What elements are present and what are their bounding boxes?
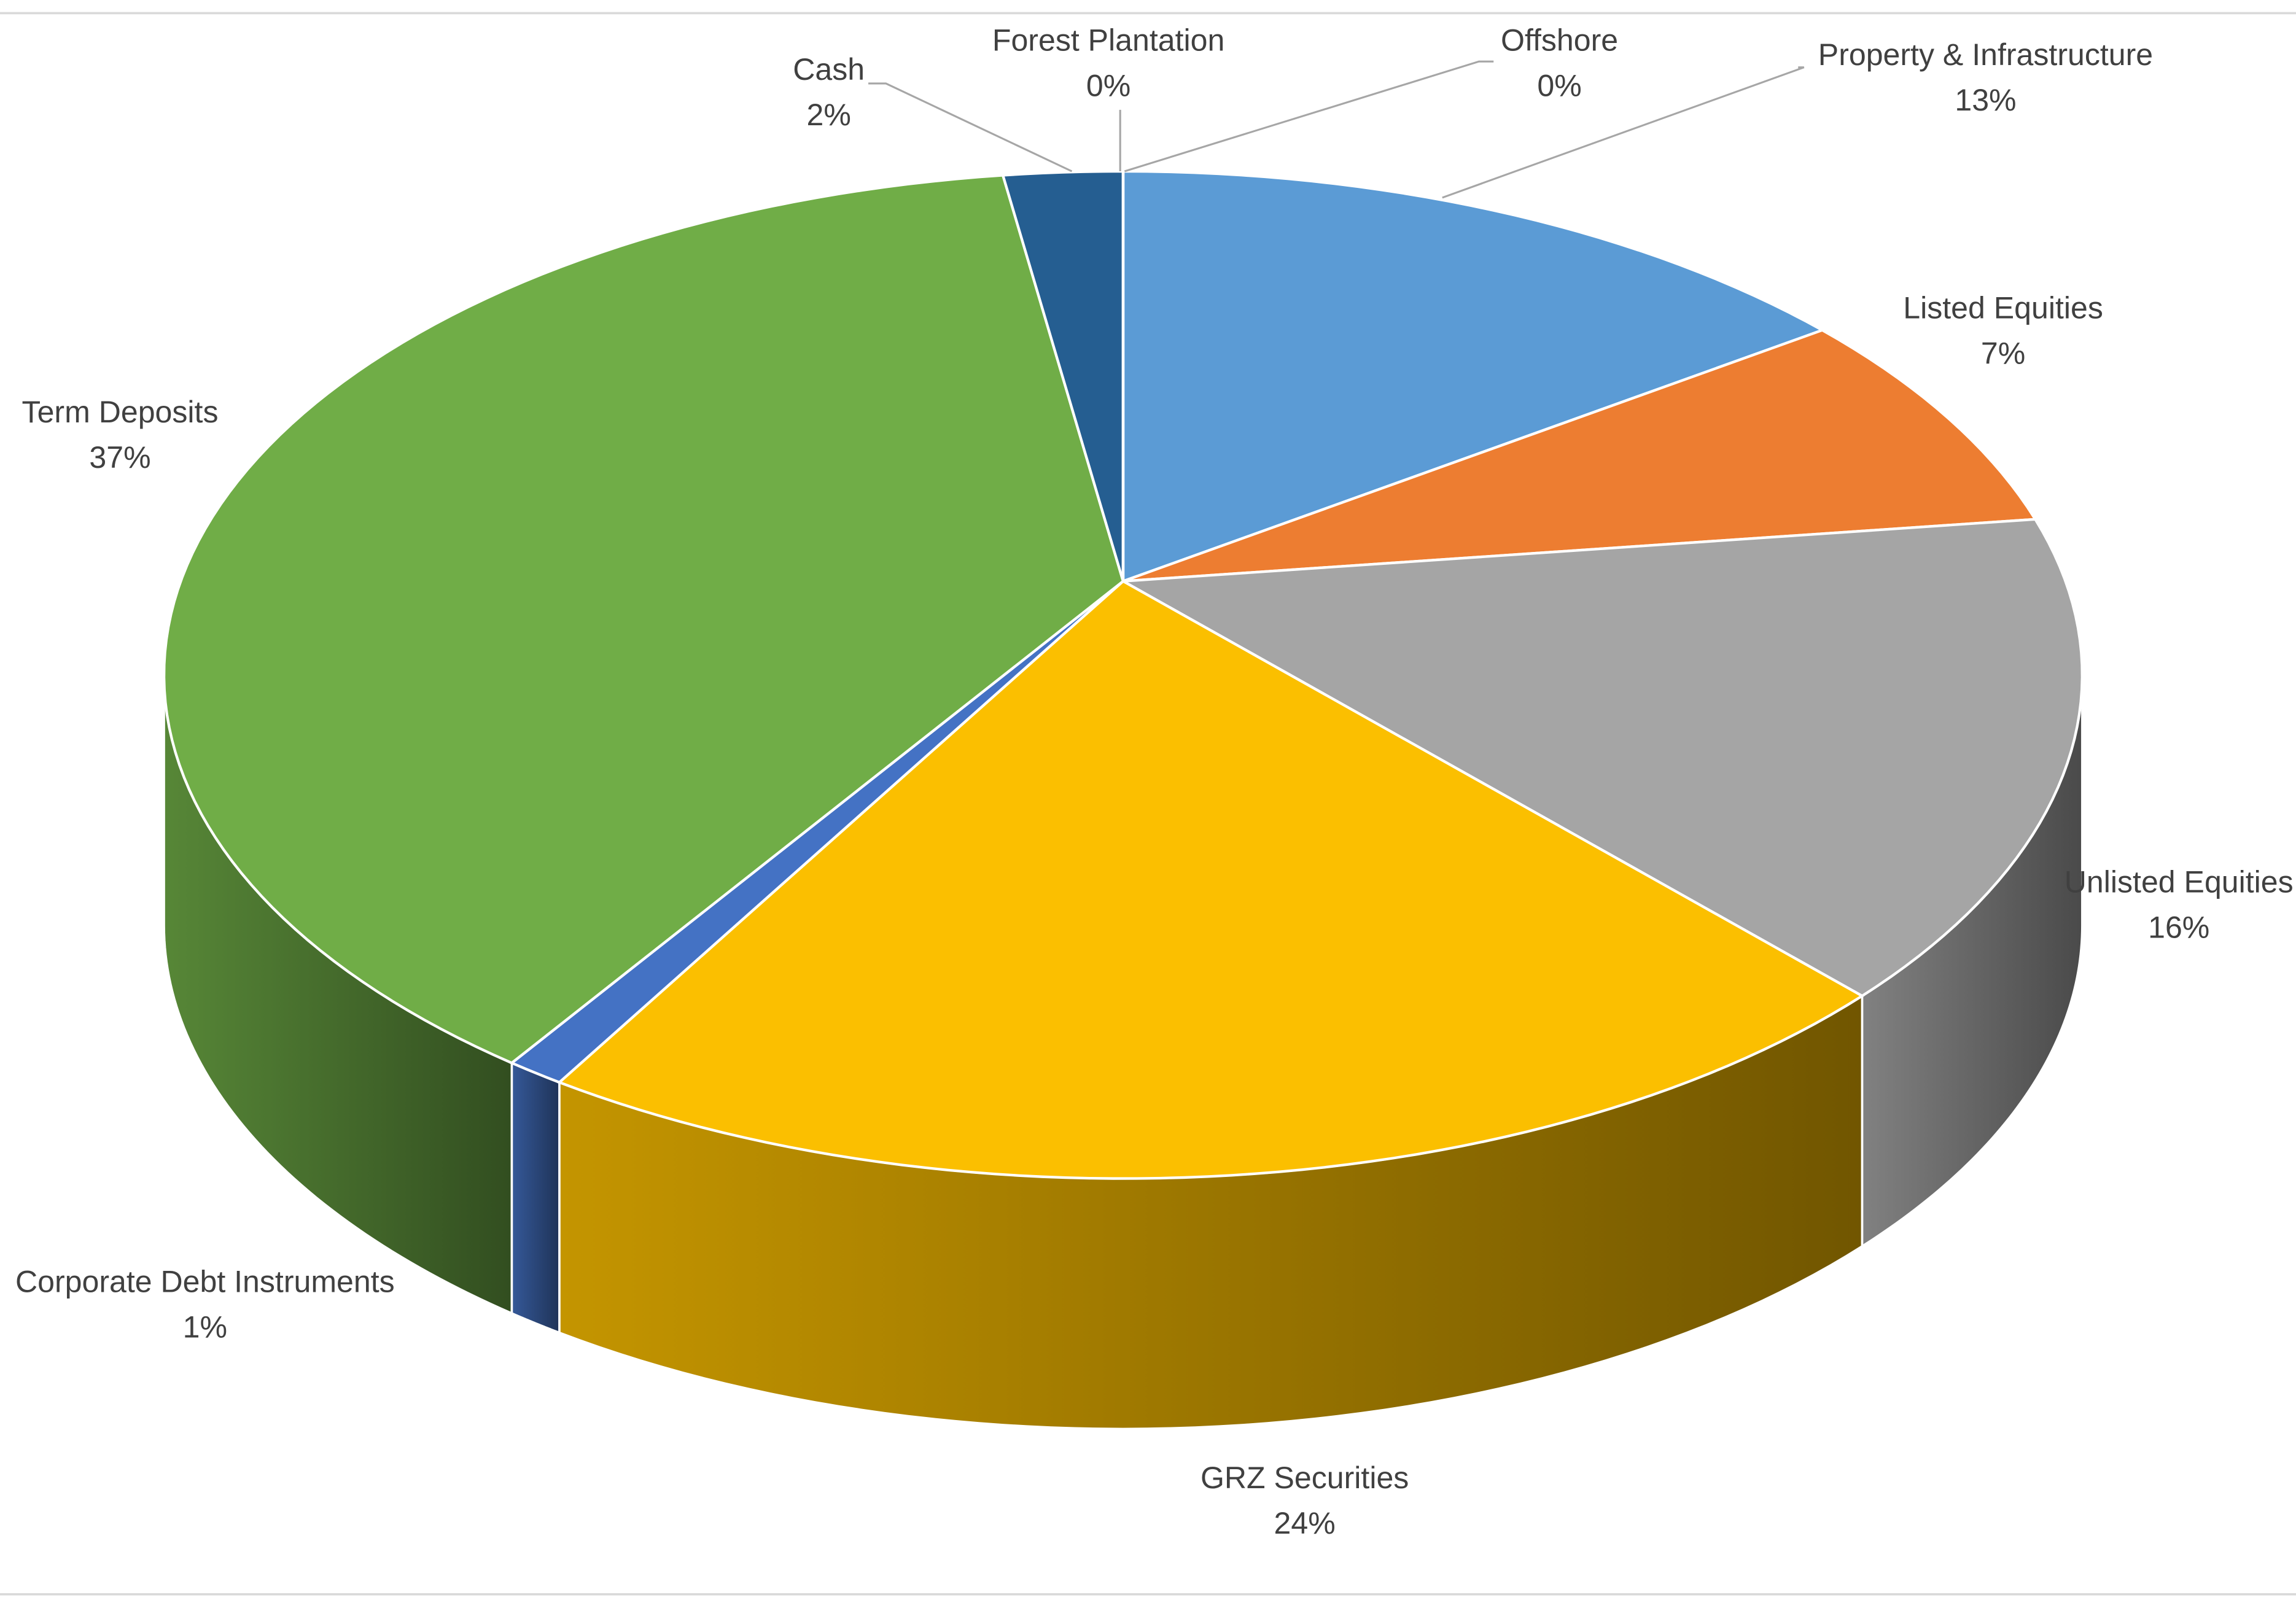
slice <box>556 580 1865 1180</box>
data-labels: Property & Infrastructure 13% Listed Equit… <box>15 23 2294 1540</box>
slice <box>1123 328 2038 583</box>
category-label: Cash <box>793 52 865 87</box>
slice <box>1001 169 1125 582</box>
percent-label: 13% <box>1955 83 2016 117</box>
percent-label: 24% <box>1274 1506 1336 1540</box>
leader-line <box>868 82 1073 173</box>
leader-line <box>1442 66 1805 199</box>
category-label: Offshore <box>1501 23 1618 57</box>
percent-label: 2% <box>806 98 850 132</box>
percent-label: 0% <box>1086 68 1130 103</box>
percent-label: 0% <box>1537 68 1581 103</box>
percent-label: 7% <box>1981 336 2025 371</box>
slice <box>162 174 1125 1065</box>
percent-label: 16% <box>2148 910 2209 944</box>
pie-tops <box>162 169 2084 1180</box>
category-label: Forest Plantation <box>992 23 1224 57</box>
percent-label: 1% <box>183 1310 227 1344</box>
category-label: Unlisted Equities <box>2064 865 2294 899</box>
category-label: GRZ Securities <box>1201 1461 1409 1495</box>
slice-side <box>510 1061 561 1335</box>
category-label: Listed Equities <box>1903 291 2103 325</box>
category-label: Term Deposits <box>22 395 219 429</box>
slice <box>1118 518 2084 998</box>
leader-line <box>1124 60 1494 173</box>
percent-label: 37% <box>89 440 150 475</box>
category-label: Corporate Debt Instruments <box>15 1265 395 1299</box>
pie-sides <box>163 675 2084 1430</box>
slice <box>1121 169 1826 583</box>
category-label: Property & Infrastructure <box>1818 37 2153 72</box>
